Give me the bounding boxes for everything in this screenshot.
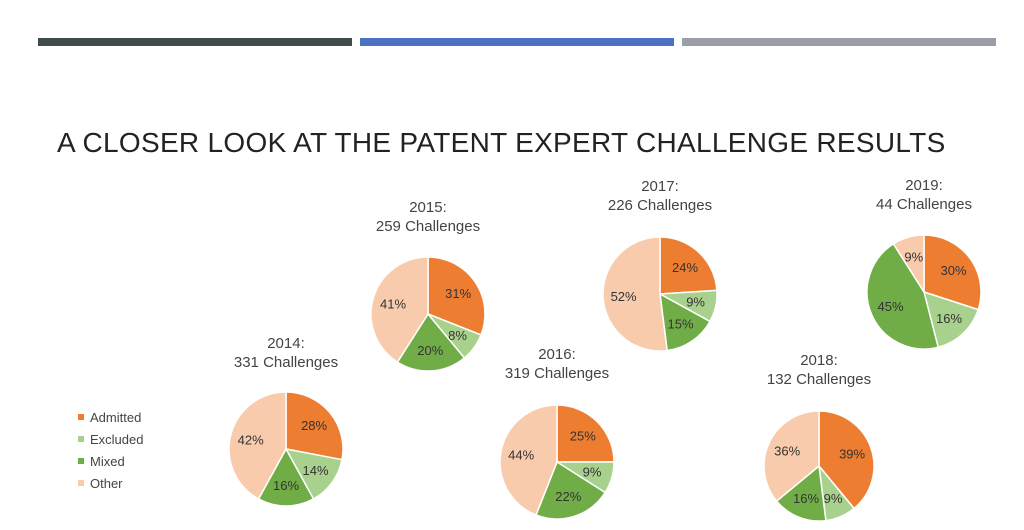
pie-5-data-label-other: 9% [904, 250, 923, 265]
pie-4-data-label-admitted: 39% [839, 447, 865, 462]
pie-4-title: 2018: 132 Challenges [729, 351, 909, 389]
pie-1-title: 2015: 259 Challenges [338, 198, 518, 236]
pie-5-year: 2019: [905, 177, 943, 194]
pie-2-title: 2016: 319 Challenges [467, 345, 647, 383]
pie-5-data-label-mixed: 45% [877, 299, 903, 314]
pie-4-slice-other [763, 410, 820, 503]
pie-2-data-label-mixed: 22% [555, 489, 581, 504]
legend-swatch-admitted [78, 414, 84, 420]
pie-2-data-label-other: 44% [508, 448, 534, 463]
pie-1-slice-admitted [427, 256, 486, 336]
pie-3-data-label-other: 52% [611, 289, 637, 304]
pie-2-count: 319 Challenges [504, 365, 610, 382]
pie-4-slice-admitted [818, 410, 875, 510]
legend-label-mixed: Mixed [90, 453, 125, 469]
pie-3-slice-other [602, 236, 668, 352]
legend-item-excluded: Excluded [78, 428, 143, 450]
legend-swatch-other [78, 480, 84, 486]
pie-3-count: 226 Challenges [607, 197, 713, 214]
pie-3-title: 2017: 226 Challenges [570, 177, 750, 215]
pie-0-data-label-other: 42% [238, 432, 264, 447]
pie-1-data-label-excluded: 8% [448, 328, 467, 343]
pie-4-year: 2018: [800, 352, 838, 369]
pie-2-slice-admitted [556, 404, 615, 463]
pie-4-data-label-mixed: 16% [793, 491, 819, 506]
pie-4: 39% 9% 16% 36% [763, 410, 875, 522]
pie-1-slice-other [370, 256, 429, 364]
pie-5-slice-other [892, 234, 925, 295]
pie-0-title: 2014: 331 Challenges [196, 334, 376, 372]
pie-0-slice-mixed [257, 447, 315, 507]
pie-3: 24% 9% 15% 52% [602, 236, 718, 352]
slide-title: A CLOSER LOOK AT THE PATENT EXPERT CHALL… [57, 126, 946, 158]
pie-1: 31% 8% 20% 41% [370, 256, 486, 372]
legend-item-mixed: Mixed [78, 450, 143, 472]
pie-2-slice-other [499, 404, 558, 516]
pie-2-data-label-admitted: 25% [570, 429, 596, 444]
pie-1-count: 259 Challenges [375, 218, 481, 235]
pie-3-slice-admitted [659, 236, 718, 295]
pie-5-data-label-admitted: 30% [940, 263, 966, 278]
pie-2: 25% 9%22% 44% [499, 404, 615, 520]
pie-0-data-label-mixed: 16% [273, 478, 299, 493]
legend-swatch-mixed [78, 458, 84, 464]
pie-1-data-label-admitted: 31% [445, 286, 471, 301]
pie-1-data-label-other: 41% [380, 296, 406, 311]
pie-4-data-label-other: 36% [774, 444, 800, 459]
pie-0-data-label-excluded: 14% [302, 463, 328, 478]
pie-0-slice-other [228, 391, 287, 500]
pie-3-data-label-mixed: 15% [667, 317, 693, 332]
pie-0-slice-admitted [285, 391, 344, 461]
legend-label-other: Other [90, 475, 123, 491]
pie-3-data-label-excluded: 9% [686, 295, 705, 310]
pie-5-slice-mixed [866, 242, 940, 350]
legend-swatch-excluded [78, 436, 84, 442]
pie-5-slice-excluded [922, 290, 980, 349]
pie-4-slice-mixed [775, 464, 827, 522]
pie-5-slice-admitted [923, 234, 982, 311]
pie-3-year: 2017: [641, 178, 679, 195]
pie-5-title: 2019: 44 Challenges [834, 176, 1014, 214]
legend-label-admitted: Admitted [90, 409, 142, 425]
pie-0-count: 331 Challenges [233, 354, 339, 371]
pie-5: 30% 16% 45% 9% [866, 234, 982, 350]
pie-3-slice-mixed [659, 292, 711, 352]
pie-2-year: 2016: [538, 346, 576, 363]
pie-2-data-label-excluded: 9% [583, 465, 602, 480]
pie-1-data-label-mixed: 20% [417, 343, 443, 358]
pie-4-data-label-excluded: 9% [824, 491, 843, 506]
legend-label-excluded: Excluded [90, 431, 144, 447]
top-bar-gray [682, 38, 996, 46]
legend-item-admitted: Admitted [78, 406, 143, 428]
legend: Admitted Excluded Mixed Other [78, 406, 143, 494]
pie-0-year: 2014: [267, 335, 305, 352]
pie-0: 28% 14%16% 42% [228, 391, 344, 507]
pie-1-slice-mixed [396, 312, 466, 372]
pie-2-slice-mixed [535, 460, 607, 520]
pie-5-count: 44 Challenges [876, 196, 972, 213]
pie-0-data-label-admitted: 28% [301, 418, 327, 433]
legend-item-other: Other [78, 472, 143, 494]
top-bar-dark [38, 38, 352, 46]
pie-3-data-label-admitted: 24% [672, 260, 698, 275]
top-bar-blue [360, 38, 674, 46]
pie-1-year: 2015: [409, 199, 447, 216]
pie-4-count: 132 Challenges [766, 371, 872, 388]
pie-5-data-label-excluded: 16% [936, 311, 962, 326]
